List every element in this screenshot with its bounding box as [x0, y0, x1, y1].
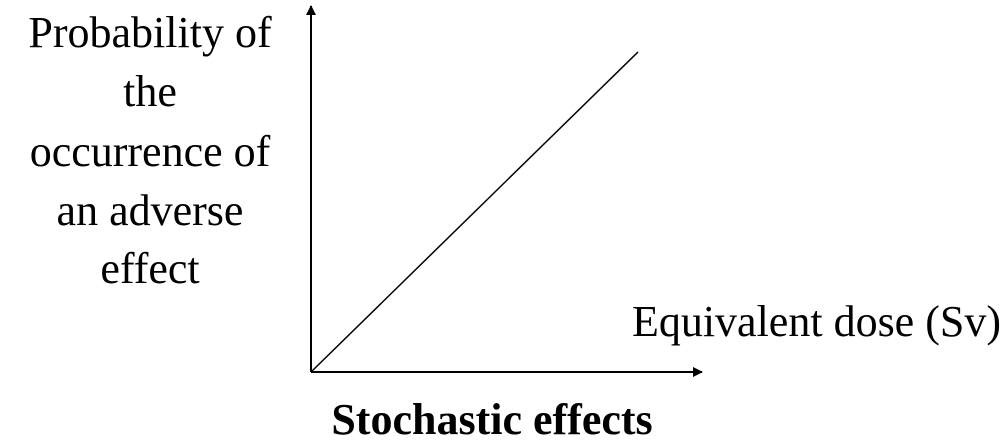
y-axis-label: an adverse	[57, 186, 244, 235]
x-axis-label: Equivalent dose (Sv)	[632, 297, 1001, 346]
y-axis-label: occurrence of	[30, 127, 271, 176]
caption: Stochastic effects	[331, 395, 652, 444]
y-axis-label: effect	[100, 244, 199, 293]
y-axis-label: Probability of	[28, 8, 272, 57]
dose-response-line	[310, 51, 639, 373]
y-axis-label: the	[123, 67, 177, 116]
